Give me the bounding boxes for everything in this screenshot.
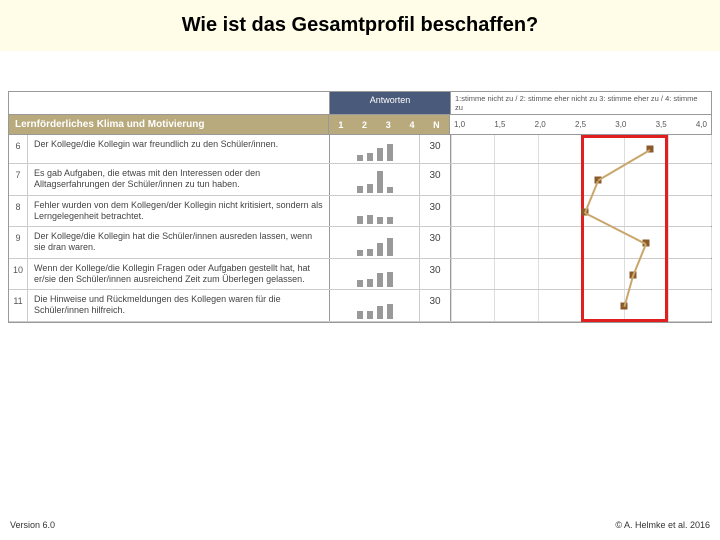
tick: 2,0	[535, 120, 546, 129]
tick: 3,5	[656, 120, 667, 129]
n-value: 30	[420, 259, 451, 290]
bar	[367, 153, 373, 161]
footer-version: Version 6.0	[10, 520, 55, 530]
tick: 1,5	[494, 120, 505, 129]
bar	[387, 272, 393, 287]
col-2: 2	[362, 120, 367, 130]
bar	[377, 243, 383, 256]
row-number: 7	[9, 164, 28, 195]
mini-bar-chart	[330, 227, 420, 258]
col-n: N	[433, 120, 440, 130]
row-number: 8	[9, 196, 28, 227]
n-value: 30	[420, 227, 451, 258]
bar	[357, 280, 363, 287]
row-text: Der Kollege/die Kollegin war freundlich …	[28, 135, 330, 163]
row-number: 6	[9, 135, 28, 163]
mini-bar-chart	[330, 259, 420, 290]
mini-bar-chart	[330, 290, 420, 321]
scale-legend: 1:stimme nicht zu / 2: stimme eher nicht…	[451, 92, 711, 114]
bar	[367, 311, 373, 319]
page-title: Wie ist das Gesamtprofil beschaffen?	[0, 0, 720, 51]
bar	[367, 279, 373, 287]
bar	[367, 184, 373, 193]
data-rows: 6Der Kollege/die Kollegin war freundlich…	[9, 135, 711, 322]
bar	[357, 216, 363, 224]
bar	[387, 144, 393, 161]
section-col-labels: 1 2 3 4 N	[329, 115, 450, 134]
footer-copyright: © A. Helmke et al. 2016	[615, 520, 710, 530]
bar	[387, 238, 393, 256]
col-4: 4	[409, 120, 414, 130]
n-value: 30	[420, 164, 451, 195]
bar	[357, 155, 363, 161]
row-text: Der Kollege/die Kollegin hat die Schüler…	[28, 227, 330, 258]
bar	[387, 187, 393, 193]
mini-bar-chart	[330, 135, 420, 163]
row-text: Die Hinweise und Rückmeldungen des Kolle…	[28, 290, 330, 321]
profile-table: Antworten 1:stimme nicht zu / 2: stimme …	[8, 91, 712, 323]
row-text: Es gab Aufgaben, die etwas mit den Inter…	[28, 164, 330, 195]
col-1: 1	[338, 120, 343, 130]
scale-ticks: 1,0 1,5 2,0 2,5 3,0 3,5 4,0	[450, 115, 711, 134]
tick: 3,0	[615, 120, 626, 129]
row-number: 11	[9, 290, 28, 321]
bar	[357, 311, 363, 319]
bar	[377, 148, 383, 161]
bar	[357, 250, 363, 256]
row-number: 10	[9, 259, 28, 290]
mini-bar-chart	[330, 164, 420, 195]
bar	[367, 215, 373, 224]
row-text: Fehler wurden von dem Kollegen/der Kolle…	[28, 196, 330, 227]
bar	[377, 306, 383, 319]
answers-header: Antworten	[330, 92, 451, 114]
section-header: Lernförderliches Klima und Motivierung 1…	[9, 115, 711, 135]
tick: 4,0	[696, 120, 707, 129]
bar	[377, 217, 383, 224]
mini-bar-chart	[330, 196, 420, 227]
n-value: 30	[420, 135, 451, 163]
bar	[367, 249, 373, 256]
tick: 1,0	[454, 120, 465, 129]
header-row: Antworten 1:stimme nicht zu / 2: stimme …	[9, 92, 711, 115]
bar	[387, 304, 393, 319]
bar	[357, 186, 363, 193]
tick: 2,5	[575, 120, 586, 129]
bar	[377, 273, 383, 287]
col-3: 3	[386, 120, 391, 130]
section-title: Lernförderliches Klima und Motivierung	[9, 115, 329, 134]
header-left-spacer	[9, 92, 330, 114]
n-value: 30	[420, 196, 451, 227]
bar	[387, 217, 393, 224]
row-number: 9	[9, 227, 28, 258]
row-text: Wenn der Kollege/die Kollegin Fragen ode…	[28, 259, 330, 290]
bar	[377, 171, 383, 193]
n-value: 30	[420, 290, 451, 321]
